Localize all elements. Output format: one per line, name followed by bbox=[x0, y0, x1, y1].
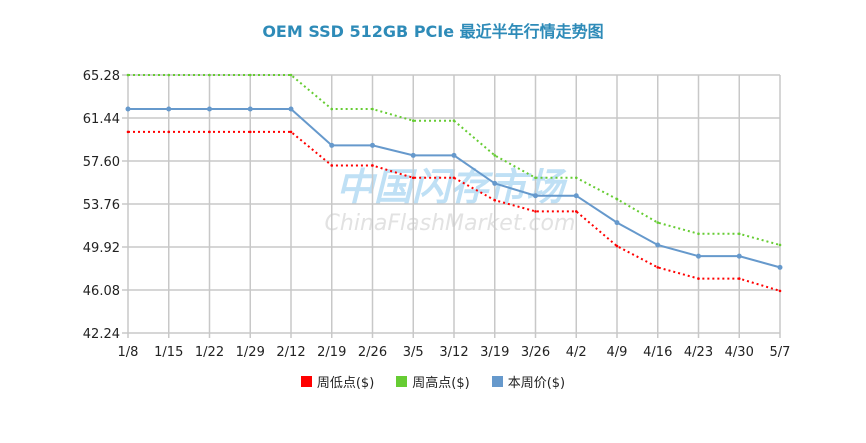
data-point bbox=[166, 106, 172, 112]
x-tick-label: 4/16 bbox=[643, 345, 672, 360]
data-point bbox=[208, 73, 211, 77]
y-tick-label: 49.92 bbox=[83, 241, 120, 256]
data-point bbox=[656, 221, 660, 224]
data-point bbox=[493, 198, 497, 202]
data-point bbox=[208, 130, 211, 134]
data-point bbox=[697, 232, 700, 236]
data-point bbox=[452, 119, 456, 122]
data-point bbox=[615, 197, 619, 201]
data-point bbox=[247, 106, 253, 112]
data-point bbox=[289, 130, 293, 134]
y-tick-label: 57.60 bbox=[83, 155, 120, 170]
data-point bbox=[492, 180, 498, 186]
data-point bbox=[615, 244, 619, 248]
legend: 周低点($) 周高点($) 本周价($) bbox=[0, 372, 866, 391]
data-point bbox=[777, 264, 783, 270]
data-point bbox=[574, 176, 578, 180]
y-tick-label: 42.24 bbox=[83, 327, 120, 342]
x-tick-label: 2/12 bbox=[276, 345, 305, 360]
legend-item[interactable]: 周高点($) bbox=[396, 372, 470, 391]
data-point bbox=[126, 73, 130, 77]
x-tick-label: 3/19 bbox=[480, 345, 509, 360]
legend-item[interactable]: 周低点($) bbox=[300, 372, 375, 391]
x-tick-label: 3/12 bbox=[439, 345, 468, 360]
data-point bbox=[248, 130, 252, 134]
x-tick-label: 4/23 bbox=[684, 345, 713, 360]
legend-swatch bbox=[300, 376, 312, 387]
legend-swatch bbox=[396, 376, 408, 387]
data-point bbox=[737, 232, 741, 236]
data-point bbox=[410, 152, 416, 158]
y-tick-label: 53.76 bbox=[83, 198, 120, 213]
data-point bbox=[330, 164, 334, 167]
data-point bbox=[534, 176, 537, 180]
data-point bbox=[737, 277, 741, 280]
legend-label: 本周价($) bbox=[507, 376, 566, 391]
data-point bbox=[411, 119, 415, 122]
data-point bbox=[288, 106, 294, 112]
data-point bbox=[451, 152, 457, 158]
data-point bbox=[371, 164, 374, 167]
legend-label: 周高点($) bbox=[412, 376, 470, 391]
data-point bbox=[411, 176, 415, 180]
x-tick-label: 4/2 bbox=[566, 345, 587, 360]
data-point bbox=[778, 289, 782, 293]
x-tick-label: 1/22 bbox=[195, 345, 224, 360]
legend-swatch bbox=[491, 376, 503, 387]
data-point bbox=[248, 73, 252, 77]
y-tick-label: 46.08 bbox=[83, 284, 120, 299]
x-tick-label: 2/19 bbox=[317, 345, 346, 360]
x-tick-label: 1/8 bbox=[118, 345, 139, 360]
watermark-cn: 中国闪存市场 bbox=[336, 165, 568, 209]
data-point bbox=[493, 154, 497, 157]
data-point bbox=[452, 176, 456, 180]
x-tick-label: 4/9 bbox=[607, 345, 628, 360]
watermark-url: ChinaFlashMarket.com bbox=[325, 211, 576, 236]
data-point bbox=[696, 253, 701, 259]
x-tick-label: 1/29 bbox=[236, 345, 265, 360]
data-point bbox=[329, 142, 335, 148]
data-point bbox=[533, 193, 538, 199]
x-tick-label: 1/15 bbox=[154, 345, 183, 360]
data-point bbox=[289, 73, 293, 77]
legend-item[interactable]: 本周价($) bbox=[491, 372, 566, 391]
data-point bbox=[330, 107, 334, 111]
y-tick-label: 65.28 bbox=[83, 69, 120, 84]
x-tick-label: 5/7 bbox=[770, 345, 791, 360]
data-point bbox=[370, 142, 375, 148]
x-tick-label: 3/5 bbox=[403, 345, 424, 360]
data-point bbox=[697, 277, 700, 280]
data-point bbox=[167, 130, 171, 134]
data-point bbox=[534, 210, 537, 213]
data-point bbox=[573, 193, 579, 199]
y-tick-label: 61.44 bbox=[83, 112, 120, 127]
data-point bbox=[656, 266, 660, 269]
legend-label: 周低点($) bbox=[316, 376, 375, 391]
data-point bbox=[126, 130, 130, 134]
data-point bbox=[207, 106, 212, 112]
data-point bbox=[371, 107, 374, 111]
data-point bbox=[125, 106, 131, 112]
data-point bbox=[614, 220, 620, 226]
data-point bbox=[736, 253, 742, 259]
data-point bbox=[167, 73, 171, 77]
x-tick-label: 3/26 bbox=[521, 345, 550, 360]
data-point bbox=[574, 210, 578, 213]
x-tick-label: 2/26 bbox=[358, 345, 387, 360]
data-point bbox=[655, 242, 661, 248]
x-tick-label: 4/30 bbox=[725, 345, 754, 360]
chart-title: OEM SSD 512GB PCIe 最近半年行情走势图 bbox=[262, 22, 604, 41]
data-point bbox=[778, 243, 782, 247]
